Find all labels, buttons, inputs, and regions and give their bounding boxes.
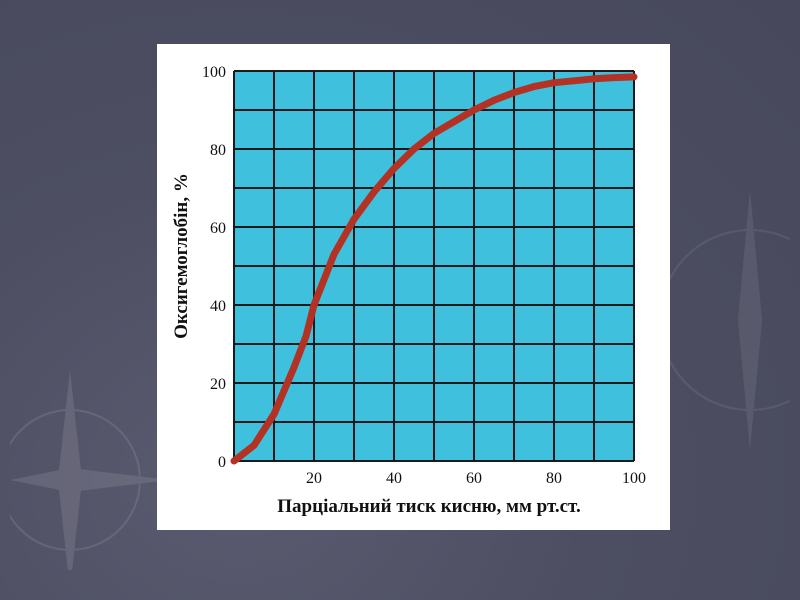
x-axis-title: Парціальний тиск кисню, мм рт.ст. (277, 496, 580, 517)
y-tick-label: 0 (218, 454, 226, 471)
saturation-curve (230, 73, 638, 465)
compass-watermark-icon (10, 370, 170, 570)
x-tick-label: 40 (386, 470, 402, 487)
y-tick-label: 20 (210, 376, 226, 393)
x-axis-ticks: 20 40 60 80 100 (306, 470, 646, 487)
y-tick-label: 60 (210, 220, 226, 237)
y-axis-title: Оксигемоглобін, % (171, 173, 192, 339)
x-tick-label: 60 (466, 470, 482, 487)
x-tick-label: 100 (622, 470, 646, 487)
oxygen-dissociation-chart: 0 20 40 60 80 100 20 40 60 80 100 Оксигемоглобін,… (171, 64, 646, 517)
grid (233, 70, 635, 462)
chart-panel: 0 20 40 60 80 100 20 40 60 80 100 Оксигемоглобін,… (157, 44, 670, 530)
y-tick-label: 40 (210, 298, 226, 315)
y-axis-ticks: 0 20 40 60 80 100 (202, 64, 226, 471)
x-tick-label: 80 (546, 470, 562, 487)
y-tick-label: 80 (210, 142, 226, 159)
x-tick-label: 20 (306, 470, 322, 487)
y-tick-label: 100 (202, 64, 226, 81)
